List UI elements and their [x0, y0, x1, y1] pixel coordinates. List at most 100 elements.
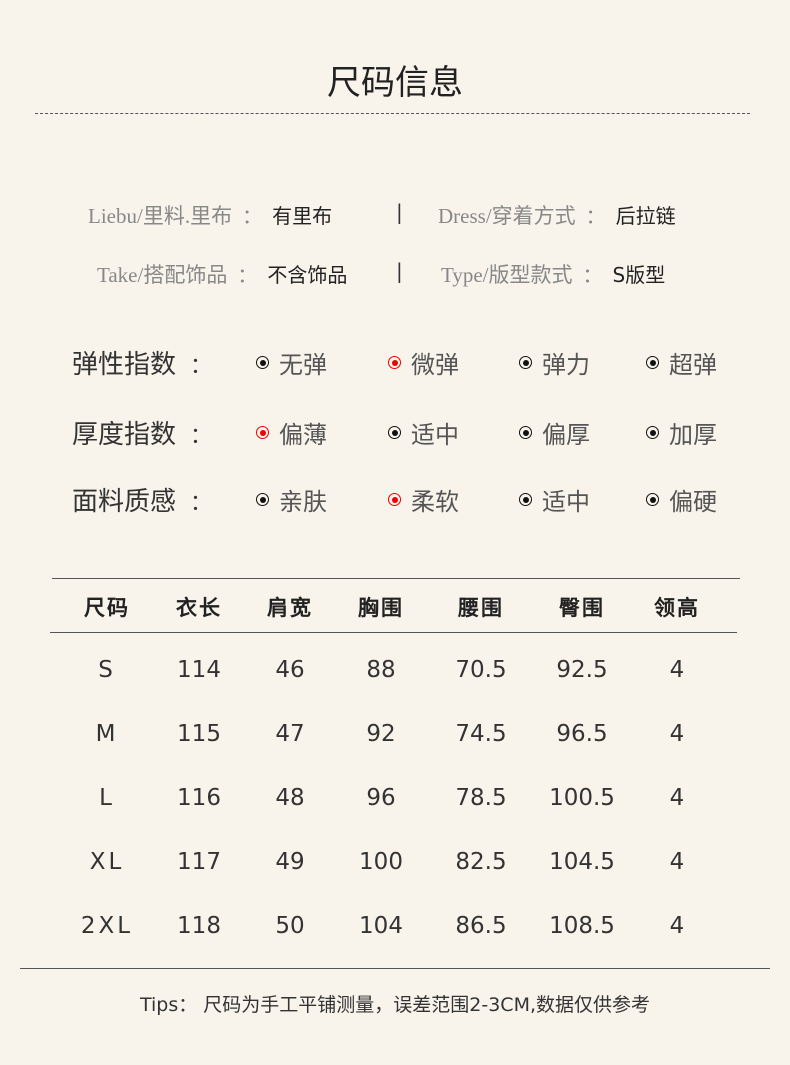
table-cell: 92 [366, 721, 396, 747]
index-option-label: 微弹 [411, 351, 459, 379]
table-cell: 78.5 [455, 785, 507, 811]
table-cell: 92.5 [556, 657, 608, 683]
table-cell: 70.5 [455, 657, 507, 683]
table-header-cell: 肩宽 [267, 596, 313, 620]
info-key: Take/搭配饰品 [97, 263, 228, 287]
table-header-cell: 臀围 [559, 596, 605, 620]
table-cell: 100.5 [549, 785, 615, 811]
radio-icon [646, 356, 659, 369]
index-option: 无弹 [256, 345, 327, 380]
info-value: S版型 [612, 263, 666, 287]
info-item: Take/搭配饰品 ： 不含饰品 [97, 259, 347, 289]
table-cell: 48 [275, 785, 305, 811]
index-option: 适中 [388, 415, 459, 450]
index-option: 弹力 [519, 345, 590, 380]
table-cell: 88 [366, 657, 396, 683]
index-option: 偏硬 [646, 482, 717, 517]
table-cell: 4 [669, 913, 685, 939]
radio-icon [388, 426, 401, 439]
info-colon: ： [585, 204, 606, 228]
index-option-label: 偏薄 [279, 421, 327, 449]
info-value: 不含饰品 [267, 263, 348, 287]
info-item: Type/版型款式 ： S版型 [441, 259, 665, 289]
table-header-cell: 衣长 [176, 596, 222, 620]
table-cell: S [98, 657, 116, 683]
info-item: Dress/穿着方式 ： 后拉链 [438, 200, 676, 230]
index-option: 偏薄 [256, 415, 327, 450]
radio-selected-icon [256, 426, 269, 439]
info-value: 后拉链 [615, 204, 676, 228]
table-cell: 100 [359, 849, 403, 875]
table-cell: XL [89, 849, 125, 875]
radio-icon [519, 493, 532, 506]
table-cell: 96.5 [556, 721, 608, 747]
index-option: 加厚 [646, 415, 717, 450]
index-label-text: 厚度指数 [72, 420, 177, 450]
table-cell: 46 [275, 657, 305, 683]
footer-divider [20, 968, 770, 969]
radio-icon [256, 356, 269, 369]
radio-icon [646, 426, 659, 439]
index-option-label: 弹力 [542, 351, 590, 379]
radio-icon [519, 356, 532, 369]
index-option-label: 偏硬 [669, 488, 717, 516]
table-top-line [52, 578, 740, 579]
table-cell: 50 [275, 913, 305, 939]
index-colon: ： [190, 424, 213, 449]
index-option: 微弹 [388, 345, 459, 380]
table-cell: 4 [669, 849, 685, 875]
info-key: Liebu/里料.里布 [88, 204, 233, 228]
index-option-label: 柔软 [411, 488, 459, 516]
table-header-cell: 尺码 [84, 596, 130, 620]
table-cell: 117 [177, 849, 221, 875]
dashed-divider [35, 113, 750, 114]
index-option-label: 加厚 [669, 421, 717, 449]
radio-icon [646, 493, 659, 506]
index-option: 柔软 [388, 482, 459, 517]
table-cell: 114 [177, 657, 221, 683]
info-key: Type/版型款式 [441, 263, 573, 287]
info-separator: | [396, 200, 403, 224]
table-cell: M [95, 721, 119, 747]
table-cell: 86.5 [455, 913, 507, 939]
info-colon: ： [237, 263, 258, 287]
table-cell: 96 [366, 785, 396, 811]
info-separator: | [396, 259, 403, 283]
info-item: Liebu/里料.里布 ： 有里布 [88, 200, 332, 230]
tips-text: Tips： 尺码为手工平铺测量，误差范围2-3CM,数据仅供参考 [139, 994, 651, 1016]
table-header-cell: 腰围 [458, 596, 504, 620]
table-cell: 4 [669, 657, 685, 683]
index-colon: ： [190, 354, 213, 379]
index-option-label: 适中 [411, 421, 459, 449]
table-cell: 2XL [80, 913, 134, 939]
table-cell: 4 [669, 721, 685, 747]
table-header-cell: 领高 [654, 596, 700, 620]
info-colon: ： [242, 204, 263, 228]
table-header-cell: 胸围 [358, 596, 404, 620]
index-label-text: 弹性指数 [72, 350, 177, 380]
table-cell: 74.5 [455, 721, 507, 747]
table-cell: 4 [669, 785, 685, 811]
index-option-label: 偏厚 [542, 421, 590, 449]
table-cell: 115 [177, 721, 221, 747]
index-option-label: 超弹 [669, 351, 717, 379]
index-label-text: 面料质感 [72, 487, 177, 517]
index-colon: ： [190, 491, 213, 516]
index-option: 偏厚 [519, 415, 590, 450]
table-cell: 47 [275, 721, 305, 747]
info-key: Dress/穿着方式 [438, 204, 576, 228]
index-option: 超弹 [646, 345, 717, 380]
index-label: 面料质感 ： [72, 481, 212, 518]
index-option-label: 无弹 [279, 351, 327, 379]
table-header-line [50, 632, 737, 633]
table-cell: L [99, 785, 115, 811]
radio-icon [519, 426, 532, 439]
info-colon: ： [582, 263, 603, 287]
table-cell: 118 [177, 913, 221, 939]
table-cell: 104 [359, 913, 403, 939]
info-value: 有里布 [272, 204, 333, 228]
radio-icon [256, 493, 269, 506]
index-option: 亲肤 [256, 482, 327, 517]
radio-selected-icon [388, 493, 401, 506]
index-option-label: 亲肤 [279, 488, 327, 516]
